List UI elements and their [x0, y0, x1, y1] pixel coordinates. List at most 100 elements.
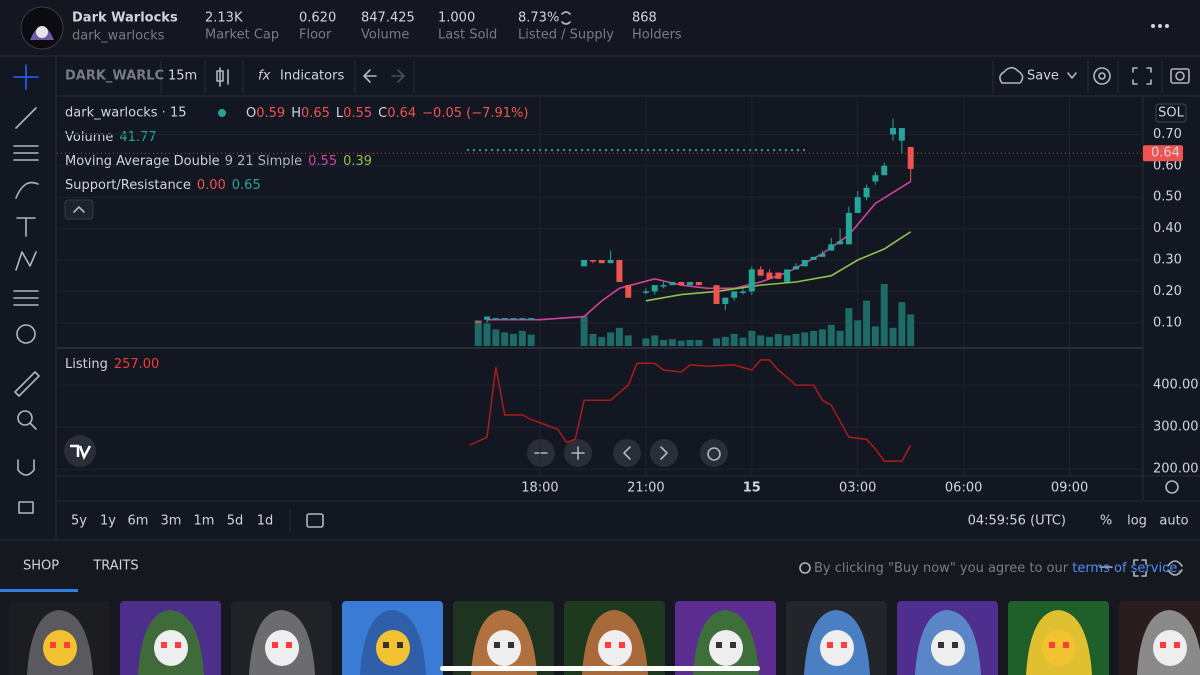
magnet-tool[interactable]: [17, 459, 35, 476]
volume-bar: [810, 330, 818, 346]
go-to-date-button[interactable]: [306, 513, 324, 528]
nft-card[interactable]: [1008, 601, 1109, 675]
volume-bar: [483, 323, 491, 346]
range-button[interactable]: 6m: [128, 514, 149, 529]
candle-body: [581, 260, 588, 267]
range-button[interactable]: 1d: [257, 514, 274, 529]
candle-body: [837, 241, 844, 245]
scale-mode-button[interactable]: log: [1127, 514, 1147, 529]
nft-card[interactable]: [231, 601, 332, 675]
nft-card[interactable]: [675, 601, 776, 675]
scroll-right-button[interactable]: [650, 439, 678, 467]
y-tick-label: 0.50: [1153, 190, 1182, 205]
range-button[interactable]: 1m: [194, 514, 215, 529]
range-button[interactable]: 5y: [71, 514, 87, 529]
scale-mode-button[interactable]: auto: [1159, 514, 1188, 529]
resistance-value: 0.65: [232, 178, 261, 193]
legend-volume: Volume 41.77: [65, 130, 157, 145]
candle-body: [475, 321, 482, 323]
header-bar: [0, 0, 1200, 56]
collapse-legend-button[interactable]: [64, 199, 94, 220]
indicators-button[interactable]: Indicators: [280, 69, 344, 84]
text-tool[interactable]: [16, 217, 36, 237]
refresh-button[interactable]: [1167, 560, 1183, 576]
more-menu[interactable]: [1151, 24, 1169, 28]
zoom-out-button[interactable]: [527, 439, 555, 467]
candle-body: [819, 253, 826, 257]
nft-card[interactable]: [342, 601, 443, 675]
active-tab-underline: [0, 589, 78, 592]
notice-end: .: [1177, 561, 1181, 576]
listed-refresh-icon: [561, 11, 571, 25]
volume-value: 41.77: [119, 130, 156, 145]
expand-button[interactable]: [1133, 559, 1147, 577]
scroll-left-button[interactable]: [613, 439, 641, 467]
stat-value: 1.000: [438, 11, 475, 26]
snapshot-button[interactable]: [1170, 68, 1190, 84]
zoom-tool[interactable]: [17, 410, 37, 430]
nft-card[interactable]: [120, 601, 221, 675]
nft-card[interactable]: [564, 601, 665, 675]
ruler-tool[interactable]: [14, 371, 40, 397]
avatar-face: [36, 26, 48, 38]
legend-listing: Listing 257.00: [65, 357, 159, 372]
undo-button[interactable]: [363, 69, 377, 83]
ohlc-key: O: [246, 106, 256, 121]
lock-tool[interactable]: [18, 501, 34, 514]
forecast-tool[interactable]: [13, 290, 39, 306]
save-menu-arrow[interactable]: [1067, 72, 1077, 79]
zoom-in-button[interactable]: [564, 439, 592, 467]
currency-label: SOL: [1158, 106, 1184, 121]
pattern-tool[interactable]: [15, 251, 37, 271]
candle-body: [492, 318, 499, 320]
chart-type-button[interactable]: [216, 67, 229, 87]
scale-mode-button[interactable]: %: [1100, 514, 1112, 529]
crosshair-tool[interactable]: [13, 64, 39, 90]
nft-skull: [1042, 630, 1076, 666]
volume-bar: [580, 315, 588, 346]
ohlc-value: 0.59: [256, 106, 285, 121]
nft-card[interactable]: [9, 601, 110, 675]
save-button[interactable]: Save: [1027, 69, 1059, 84]
shop-tab[interactable]: SHOP: [23, 559, 59, 574]
nft-card[interactable]: [1119, 601, 1200, 675]
candle-body: [854, 197, 861, 213]
nft-eye: [1063, 642, 1069, 648]
range-button[interactable]: 5d: [227, 514, 244, 529]
time-axis-settings[interactable]: [1165, 480, 1179, 494]
stat-label: Floor: [299, 28, 332, 43]
interval-button[interactable]: 15m: [168, 69, 197, 84]
trend-line-tool[interactable]: [15, 107, 37, 129]
fib-tool[interactable]: [13, 145, 39, 161]
settings-button[interactable]: [1093, 67, 1111, 85]
reset-chart-button[interactable]: [700, 439, 728, 467]
volume-bar: [836, 330, 844, 346]
symbol-search[interactable]: DARK_WARLC: [65, 69, 164, 84]
brush-tool[interactable]: [15, 181, 39, 199]
ohlc-key: L: [336, 106, 344, 121]
nft-eye: [1160, 642, 1166, 648]
nft-eye: [605, 642, 611, 648]
nft-card[interactable]: [786, 601, 887, 675]
shop-tab[interactable]: TRAITS: [92, 559, 138, 574]
x-tick-label: 18:00: [521, 481, 558, 496]
nft-card[interactable]: [453, 601, 554, 675]
x-tick-label: 09:00: [1051, 481, 1088, 496]
terms-notice: By clicking "Buy now" you agree to our t…: [814, 561, 1181, 576]
legend-ma: Moving Average Double 9 21 Simple 0.55 0.39: [65, 154, 372, 169]
range-button[interactable]: 3m: [161, 514, 182, 529]
candle-body: [792, 266, 799, 270]
ma-slow-value: 0.39: [343, 154, 372, 169]
candle-body: [598, 260, 605, 264]
emoji-tool[interactable]: [16, 324, 36, 344]
fullscreen-button[interactable]: [1132, 67, 1152, 85]
utc-clock[interactable]: 04:59:56 (UTC): [968, 514, 1066, 529]
nft-card[interactable]: [897, 601, 998, 675]
plot: [57, 118, 1143, 462]
tradingview-logo[interactable]: [64, 435, 96, 467]
range-button[interactable]: 1y: [100, 514, 116, 529]
candle-body: [669, 281, 676, 286]
ma-params: 9 21 Simple: [225, 154, 302, 169]
candle-body: [784, 269, 791, 282]
candle-body: [766, 272, 773, 279]
